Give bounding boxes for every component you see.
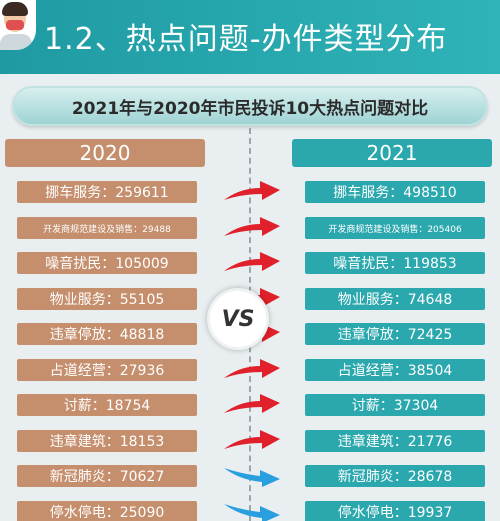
row-2020-item: 噪音扰民：105009 [17,252,197,274]
row-2020-item: 违章建筑：18153 [17,430,197,452]
row-2020-item: 违章停放：48818 [17,323,197,345]
vs-badge: VS [207,288,269,350]
trend-down-arrow-icon [224,504,280,521]
trend-up-arrow-icon [224,181,280,200]
arrow-shape [224,252,280,271]
row-2021-item: 讨薪：37304 [305,394,485,416]
avatar-hair-shape [2,2,28,16]
row-2021-item: 违章建筑：21776 [305,430,485,452]
row-2020-item: 物业服务：55105 [17,288,197,310]
chart-title: 2021年与2020年市民投诉10大热点问题对比 [12,86,488,126]
page-title: 1.2、热点问题-办件类型分布 [44,22,448,57]
row-2021-item: 挪车服务：498510 [305,181,485,203]
trend-up-arrow-icon [224,217,280,236]
row-2020-item: 挪车服务：259611 [17,181,197,203]
arrow-shape [224,504,280,521]
arrow-shape [224,430,280,449]
arrow-shape [224,468,280,487]
year-header-2020: 2020 [5,139,205,167]
avatar-mask-shape [6,20,24,30]
row-2020-item: 占道经营：27936 [17,359,197,381]
arrow-shape [224,217,280,236]
header-band: 1.2、热点问题-办件类型分布 [0,0,500,74]
row-2021-item: 开发商规范建设及销售：205406 [305,217,485,239]
trend-up-arrow-icon [224,252,280,271]
arrow-shape [224,394,280,413]
row-2021-item: 噪音扰民：119853 [305,252,485,274]
row-2020-item: 停水停电：25090 [17,501,197,521]
avatar [0,0,36,50]
row-2021-item: 物业服务：74648 [305,288,485,310]
trend-up-arrow-icon [224,359,280,378]
row-2021-item: 违章停放：72425 [305,323,485,345]
row-2020-item: 讨薪：18754 [17,394,197,416]
trend-up-arrow-icon [224,430,280,449]
avatar-body-shape [0,34,32,50]
trend-up-arrow-icon [224,394,280,413]
year-header-2021: 2021 [292,139,492,167]
row-2021-item: 占道经营：38504 [305,359,485,381]
trend-down-arrow-icon [224,468,280,487]
arrow-shape [224,181,280,200]
row-2021-item: 新冠肺炎：28678 [305,465,485,487]
row-2020-item: 新冠肺炎：70627 [17,465,197,487]
arrow-shape [224,359,280,378]
row-2020-item: 开发商规范建设及销售：29488 [17,217,197,239]
row-2021-item: 停水停电：19937 [305,501,485,521]
